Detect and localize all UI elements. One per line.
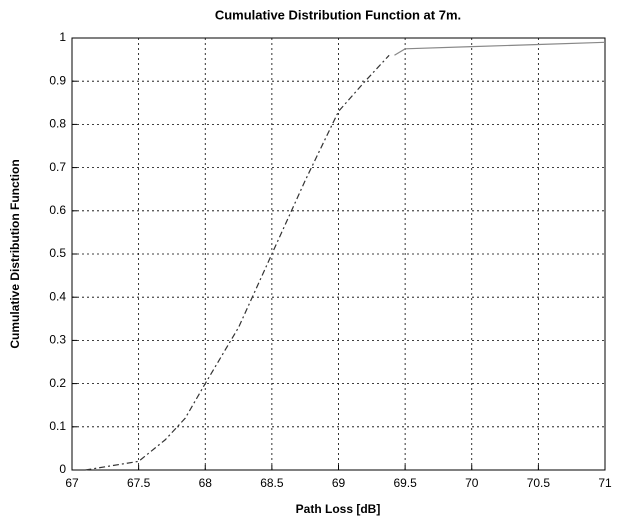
y-tick-label: 0.1: [49, 419, 66, 433]
y-tick-label: 0.7: [49, 160, 66, 174]
y-tick-label: 0.8: [49, 117, 66, 131]
x-tick-label: 69: [332, 476, 346, 490]
x-tick-label: 69.5: [393, 476, 417, 490]
x-tick-label: 68.5: [260, 476, 284, 490]
y-tick-label: 0.3: [49, 333, 66, 347]
x-tick-label: 71: [598, 476, 612, 490]
y-tick-label: 0.6: [49, 203, 66, 217]
chart-title: Cumulative Distribution Function at 7m.: [215, 7, 461, 22]
y-tick-label: 0.4: [49, 289, 66, 303]
y-tick-label: 1: [59, 30, 66, 44]
x-tick-label: 70: [465, 476, 479, 490]
y-tick-label: 0: [59, 462, 66, 476]
x-tick-label: 67.5: [127, 476, 151, 490]
y-axis-label: Cumulative Distribution Function: [8, 159, 22, 348]
x-tick-label: 67: [65, 476, 79, 490]
plot-frame: [71, 37, 606, 471]
x-tick-label: 68: [199, 476, 213, 490]
x-tick-label: 70.5: [527, 476, 551, 490]
x-axis-label: Path Loss [dB]: [296, 502, 381, 516]
y-tick-label: 0.5: [49, 246, 66, 260]
y-tick-label: 0.2: [49, 376, 66, 390]
data-line: [394, 41, 606, 56]
y-tick-label: 0.9: [49, 73, 66, 87]
data-line: [85, 54, 390, 471]
